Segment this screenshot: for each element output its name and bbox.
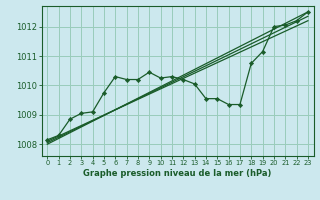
X-axis label: Graphe pression niveau de la mer (hPa): Graphe pression niveau de la mer (hPa) xyxy=(84,169,272,178)
